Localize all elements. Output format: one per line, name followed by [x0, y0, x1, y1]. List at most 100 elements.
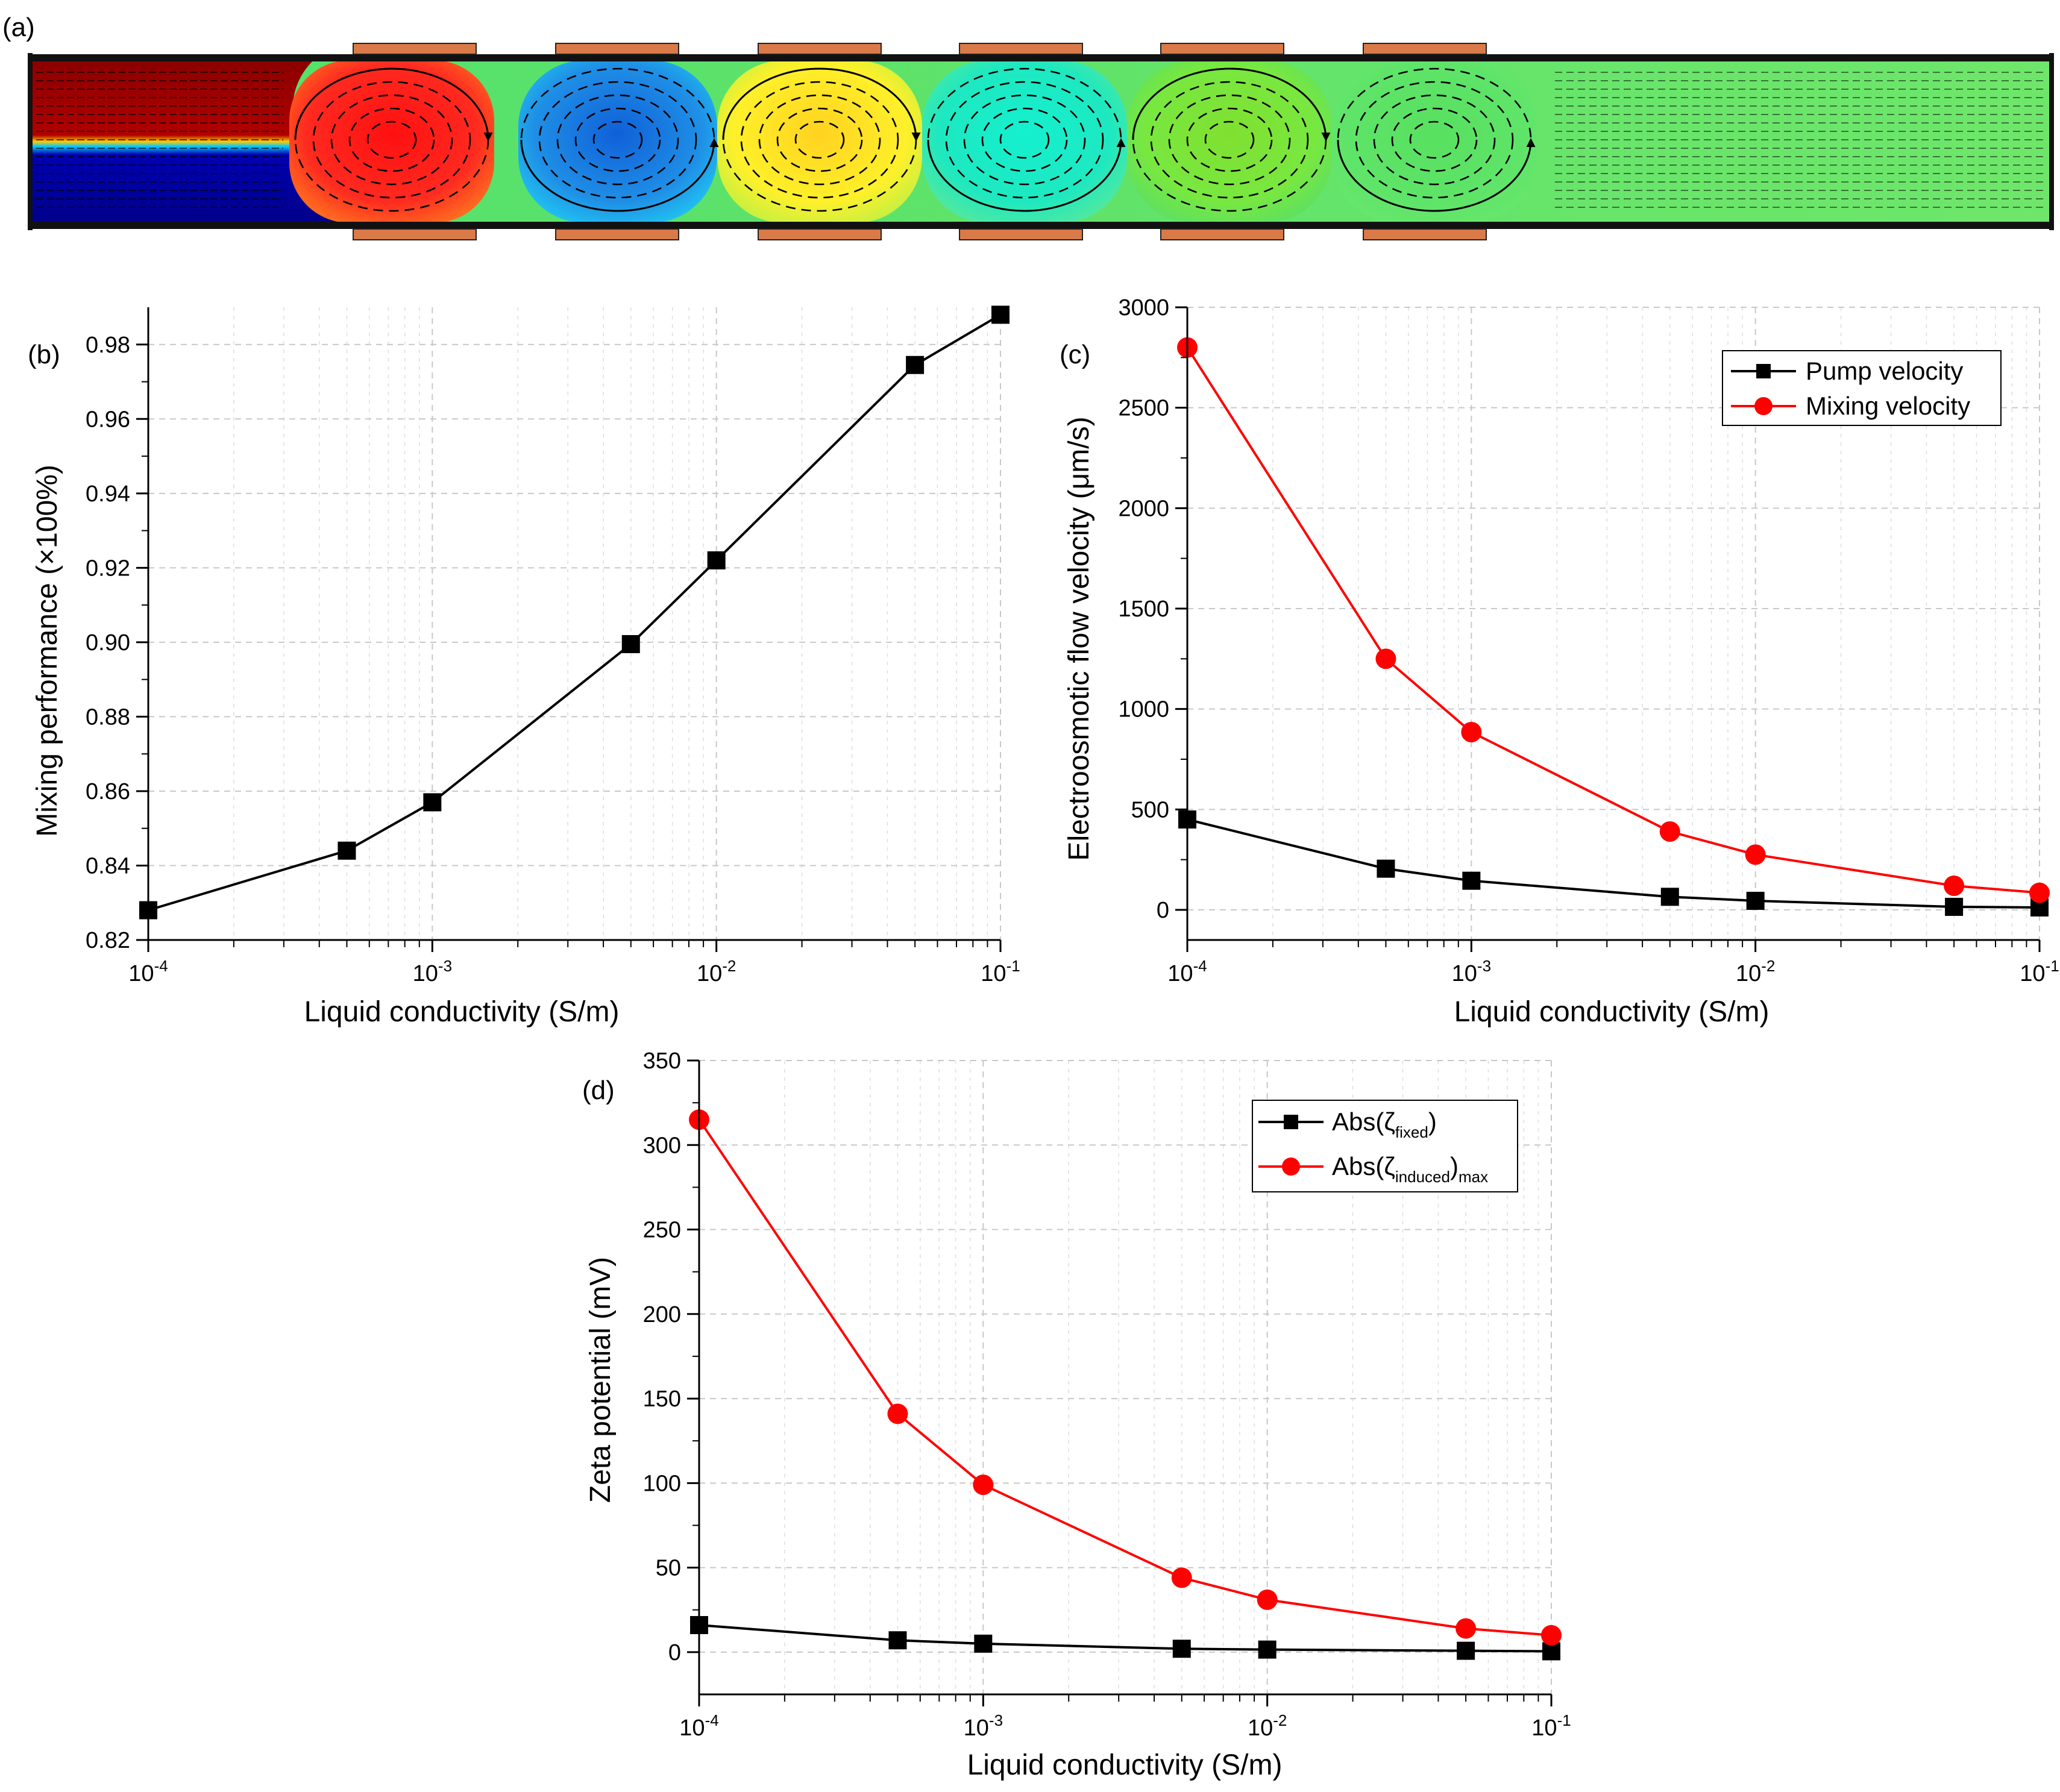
vortex-arrow — [1132, 67, 1331, 142]
chart-d-legend-label-1: Abs(ζfixed) — [1332, 1107, 1437, 1141]
vortex-streamline — [592, 121, 643, 159]
chart-c-legend-marker-1 — [1756, 364, 1771, 378]
electrode-top-6 — [1363, 43, 1487, 55]
data-point — [906, 356, 925, 374]
y-tick-label: 0.94 — [86, 481, 130, 507]
vortex-4 — [922, 60, 1127, 223]
y-tick-label: 0 — [668, 1640, 681, 1665]
y-tick-label: 1500 — [1118, 597, 1169, 622]
legend-2-sub2: max — [1459, 1168, 1488, 1186]
x-tick-label: 10-2 — [1248, 1711, 1287, 1741]
electrodes — [353, 43, 1487, 240]
chart-d-grid — [699, 1060, 1552, 1694]
x-tick-label: 10-3 — [1452, 957, 1491, 986]
data-point — [621, 634, 640, 653]
y-tick-label: 0.96 — [86, 407, 130, 432]
vortex-arrow — [294, 67, 493, 142]
x-tick-base: 10 — [1167, 961, 1193, 986]
electrode-bottom-1 — [353, 228, 477, 240]
x-tick-base: 10 — [697, 961, 722, 986]
chart-d-legend-marker-1 — [1284, 1115, 1298, 1129]
electrode-top-2 — [555, 43, 679, 55]
data-point — [1461, 722, 1482, 742]
data-point — [1660, 888, 1679, 906]
vortex-streamline — [1355, 81, 1514, 199]
chart-d-y-axis-title: Zeta potential (mV) — [585, 1257, 617, 1503]
y-tick-label: 300 — [643, 1133, 681, 1158]
chart-d-legend: Abs(ζfixed) Abs(ζinduced)max — [1252, 1100, 1518, 1192]
velocity-vectors — [36, 67, 2043, 212]
legend-2-prefix: Abs(ζ — [1332, 1152, 1395, 1180]
x-tick-label: 10-4 — [679, 1711, 718, 1741]
x-tick-label: 10-4 — [128, 957, 168, 986]
data-point — [1258, 1640, 1277, 1659]
vortex-streamline — [963, 94, 1086, 186]
legend-1-sub: fixed — [1395, 1123, 1428, 1141]
x-tick-base: 10 — [964, 1715, 989, 1741]
vortex-streamline — [1204, 121, 1255, 159]
vortex-streamline — [1186, 107, 1273, 172]
y-tick-label: 1000 — [1118, 697, 1169, 722]
vortex-6 — [1332, 60, 1537, 223]
series-line-1 — [148, 313, 1002, 912]
x-tick-base: 10 — [2020, 961, 2045, 986]
x-tick-label: 10-1 — [1531, 1711, 1571, 1741]
vortex-3 — [717, 60, 922, 223]
vortex-1 — [289, 60, 494, 223]
data-point — [1257, 1589, 1278, 1610]
x-tick-exponent: -4 — [1193, 957, 1207, 975]
y-tick-label: 0.82 — [86, 928, 130, 953]
series-line-2 — [1186, 346, 2040, 894]
vortex-streamline — [1391, 107, 1478, 172]
chart-c-y-axis-title: Electroosmotic flow velocity (μm/s) — [1063, 416, 1095, 860]
chart-d-legend-marker-2 — [1282, 1158, 1300, 1176]
chart-c-legend-label-1: Pump velocity — [1806, 357, 1963, 385]
vortex-streamline — [1168, 94, 1291, 186]
vortex-streamline — [776, 107, 863, 172]
data-point — [973, 1474, 994, 1496]
data-point — [1944, 876, 1965, 896]
series-line-2 — [698, 1119, 1552, 1637]
legend-2-suffix: ) — [1450, 1152, 1459, 1180]
vortex-streamline — [538, 81, 697, 199]
data-point — [991, 305, 1010, 324]
x-tick-label: 10-4 — [1167, 957, 1207, 986]
vortex-streamline — [366, 121, 417, 159]
chart-c-legend-marker-2 — [1754, 397, 1773, 415]
x-tick-base: 10 — [1452, 961, 1477, 986]
x-tick-base: 10 — [128, 961, 154, 986]
vortex-streamline — [1150, 81, 1309, 199]
y-tick-label: 0.84 — [86, 853, 130, 879]
y-tick-label: 100 — [643, 1471, 681, 1496]
panel-a-label: (a) — [2, 13, 35, 42]
inlet-stream — [33, 60, 374, 223]
x-tick-exponent: -3 — [989, 1711, 1003, 1729]
y-tick-label: 50 — [656, 1556, 681, 1581]
x-tick-exponent: -2 — [722, 957, 736, 975]
data-point — [1746, 892, 1765, 910]
chart-b-x-axis-title: Liquid conductivity (S/m) — [304, 996, 620, 1028]
chart-b-plot-area — [139, 305, 1010, 919]
series-line-1 — [1187, 818, 2040, 909]
x-tick-label: 10-1 — [981, 957, 1020, 986]
x-tick-label: 10-1 — [2020, 957, 2059, 986]
x-tick-exponent: -4 — [705, 1711, 719, 1729]
chart-b-y-axis-title: Mixing performance (×100%) — [31, 465, 63, 837]
chart-b-panel-label: (b) — [28, 340, 60, 369]
data-point — [1945, 898, 1964, 916]
vortex-arrow — [927, 138, 1126, 212]
vortex-2 — [518, 60, 717, 223]
data-point — [1462, 871, 1481, 890]
x-tick-label: 10-3 — [964, 1711, 1003, 1741]
electrode-bottom-2 — [555, 228, 679, 240]
vortex-streamline — [330, 94, 453, 186]
chart-d-plot-area — [689, 1109, 1562, 1661]
vortex-streamline — [945, 81, 1104, 199]
data-point — [888, 1631, 907, 1650]
legend-1-prefix: Abs(ζ — [1332, 1107, 1395, 1136]
vortex-arrow — [1337, 138, 1536, 212]
vortex-streamline — [348, 107, 435, 172]
x-tick-base: 10 — [679, 1715, 705, 1741]
